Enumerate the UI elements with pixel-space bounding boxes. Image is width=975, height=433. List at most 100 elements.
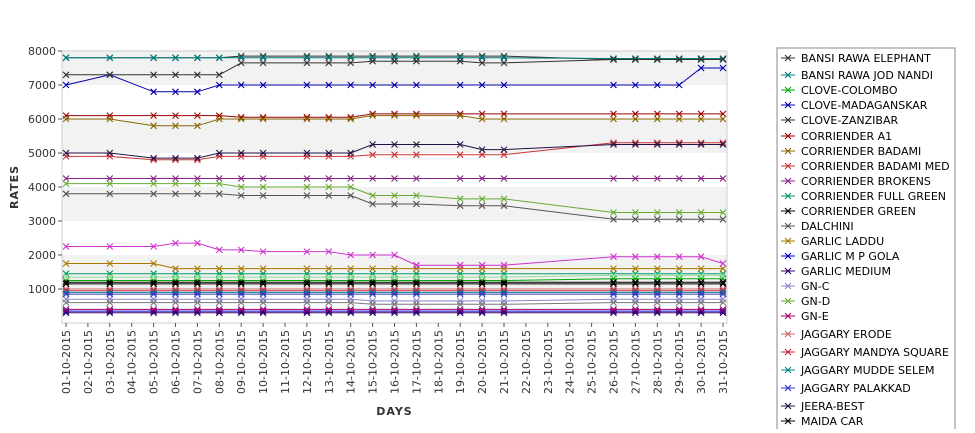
data-point [303,54,311,62]
data-point [325,299,333,306]
y-tick-label: 7000 [28,79,56,92]
data-point [610,175,617,182]
data-point [172,54,179,62]
data-point [391,141,398,148]
data-point [610,141,617,148]
legend-item: GARLIC M P GOLA [781,250,900,263]
data-point [62,280,70,288]
x-axis-ticks: 01-10-2015 02-10-2015 03-10-2015 04-10-2015… [60,323,730,394]
data-point [369,280,376,288]
data-point [369,273,376,281]
data-point [391,265,398,272]
legend-item: GN-E [781,310,829,323]
x-tick-label: 28-10-2015 [651,330,664,394]
data-point [62,81,70,89]
legend-marker [784,237,792,245]
data-point [653,175,661,182]
data-point [215,175,223,182]
data-point [413,273,420,281]
data-point [62,175,70,182]
data-point [347,306,355,313]
data-point [456,300,464,308]
data-point [697,215,705,223]
data-point [719,215,727,223]
data-point [259,192,267,199]
data-point [413,306,420,313]
legend-item: CLOVE-MADAGANSKAR [781,99,928,112]
data-point [369,251,376,259]
data-point [303,175,311,182]
data-point [610,215,617,223]
series-6 [62,112,727,130]
data-point [303,81,311,89]
data-point [456,195,464,203]
data-point [347,59,355,67]
data-point [675,141,683,148]
data-point [237,265,245,272]
data-point [391,112,398,119]
legend-item: CORRIENDER A1 [781,130,892,143]
data-point [632,115,639,123]
legend-label: JAGGARY ERODE [800,328,892,341]
data-point [413,141,420,148]
data-point [675,265,683,272]
data-point [62,290,70,298]
data-point [303,273,311,281]
data-point [478,59,486,67]
x-tick-label: 10-10-2015 [257,330,270,394]
data-point [172,273,179,281]
legend-label: GARLIC M P GOLA [801,250,900,263]
data-point [237,183,245,191]
data-point [347,299,355,306]
data-point [675,215,683,223]
data-point [653,110,661,118]
data-point [697,110,705,118]
x-tick-label: 08-10-2015 [213,330,226,394]
data-point [237,81,245,89]
data-point [303,290,311,298]
data-point [347,280,355,288]
data-point [369,112,376,119]
data-point [194,239,201,247]
data-point [237,149,245,157]
data-point [391,151,398,159]
series-8 [62,175,727,182]
data-point [413,300,420,308]
legend-item: GARLIC MEDIUM [781,265,891,278]
data-point [610,299,617,306]
data-point [172,239,179,247]
data-point [697,209,705,216]
legend-marker [784,192,792,200]
x-tick-label: 14-10-2015 [345,330,358,394]
data-point [500,290,508,298]
data-point [172,154,179,162]
legend-label: CLOVE-ZANZIBAR [801,114,898,127]
data-point [610,272,617,279]
data-point [456,202,464,210]
data-point [303,299,311,306]
legend-item: BANSI RAWA JOD NANDI [781,69,933,82]
data-point [150,243,157,250]
data-point [719,56,727,63]
x-tick-label: 09-10-2015 [235,330,248,394]
legend-label: JAGGARY MANDYA SQUARE [800,346,949,359]
data-point [719,306,727,313]
data-point [347,149,355,157]
data-point [215,246,223,254]
data-point [194,280,201,288]
x-axis-title: DAYS [376,405,412,418]
legend-label: JAGGARY MUDDE SELEM [800,364,935,377]
data-point [500,273,508,281]
legend-marker [784,116,792,124]
legend-label: GN-D [801,295,830,308]
data-point [697,265,705,272]
data-point [106,190,114,198]
legend-marker [784,417,792,425]
data-point [259,54,267,62]
data-point [347,54,355,62]
data-point [215,81,223,89]
x-tick-label: 31-10-2015 [717,330,730,394]
data-point [325,149,333,157]
legend-label: JAGGARY PALAKKAD [800,382,911,395]
